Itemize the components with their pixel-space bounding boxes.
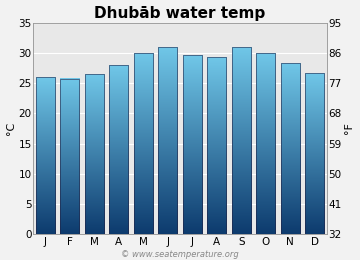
Bar [305,73,324,234]
Title: Dhubāb water temp: Dhubāb water temp [94,5,266,21]
Bar [183,55,202,234]
Bar [207,57,226,234]
Bar [281,63,300,234]
Bar [158,47,177,234]
Bar [36,77,55,234]
Bar [109,65,128,234]
Bar [256,53,275,234]
Text: © www.seatemperature.org: © www.seatemperature.org [121,250,239,259]
Y-axis label: °C: °C [5,122,15,135]
Bar [60,79,79,234]
Bar [134,53,153,234]
Bar [232,47,251,234]
Bar [85,74,104,234]
Y-axis label: °F: °F [345,122,355,134]
